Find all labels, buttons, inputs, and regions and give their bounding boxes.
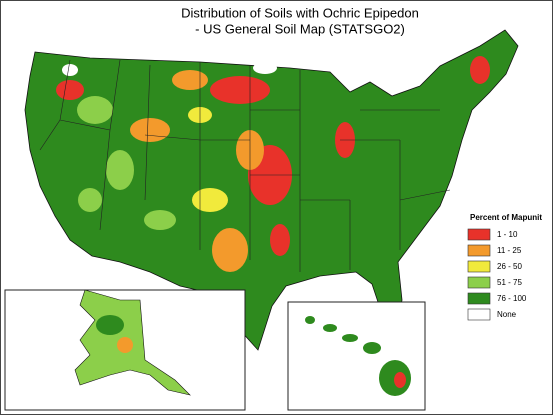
legend-label: 51 - 75 — [497, 278, 522, 287]
soil-patch — [78, 188, 102, 212]
soil-patch — [106, 150, 134, 190]
soil-patch — [144, 210, 176, 230]
contiguous-us — [24, 29, 519, 351]
legend-label: 26 - 50 — [497, 262, 522, 271]
soil-patch — [305, 316, 315, 324]
soil-patch — [253, 62, 277, 74]
soil-patch — [62, 64, 78, 76]
soil-patch — [192, 188, 228, 212]
soil-patch — [210, 76, 270, 104]
soil-patch — [394, 372, 406, 388]
legend-swatch — [467, 228, 491, 241]
soil-patch — [56, 80, 84, 100]
alaska-inset — [4, 289, 246, 411]
legend-swatch — [467, 244, 491, 257]
legend-label: 1 - 10 — [497, 230, 518, 239]
soil-patch — [77, 96, 113, 124]
legend-swatch — [467, 276, 491, 289]
soil-patch — [117, 337, 133, 353]
legend-label: 76 - 100 — [497, 294, 527, 303]
soil-patch — [470, 56, 490, 84]
title-line-2: - US General Soil Map (STATSGO2) — [195, 21, 405, 36]
soil-patch — [172, 70, 208, 90]
legend-swatch — [467, 260, 491, 273]
soil-patch — [363, 342, 381, 354]
soil-patch — [212, 228, 248, 272]
soil-patch — [323, 324, 337, 332]
legend-title: Percent of Mapunit — [470, 213, 542, 222]
legend: Percent of Mapunit 1 - 10 11 - 25 26 - 50 5… — [467, 213, 542, 321]
hawaii-inset — [287, 301, 426, 411]
state-borders — [39, 59, 451, 272]
legend-label: 11 - 25 — [497, 246, 522, 255]
soil-patch — [270, 224, 290, 256]
legend-label: None — [497, 310, 517, 319]
soil-patch — [342, 334, 358, 342]
soil-patch — [130, 118, 170, 142]
title-line-1: Distribution of Soils with Ochric Epiped… — [181, 5, 419, 20]
soil-patch — [96, 315, 124, 335]
legend-swatch — [467, 292, 491, 305]
legend-swatch — [467, 308, 491, 321]
